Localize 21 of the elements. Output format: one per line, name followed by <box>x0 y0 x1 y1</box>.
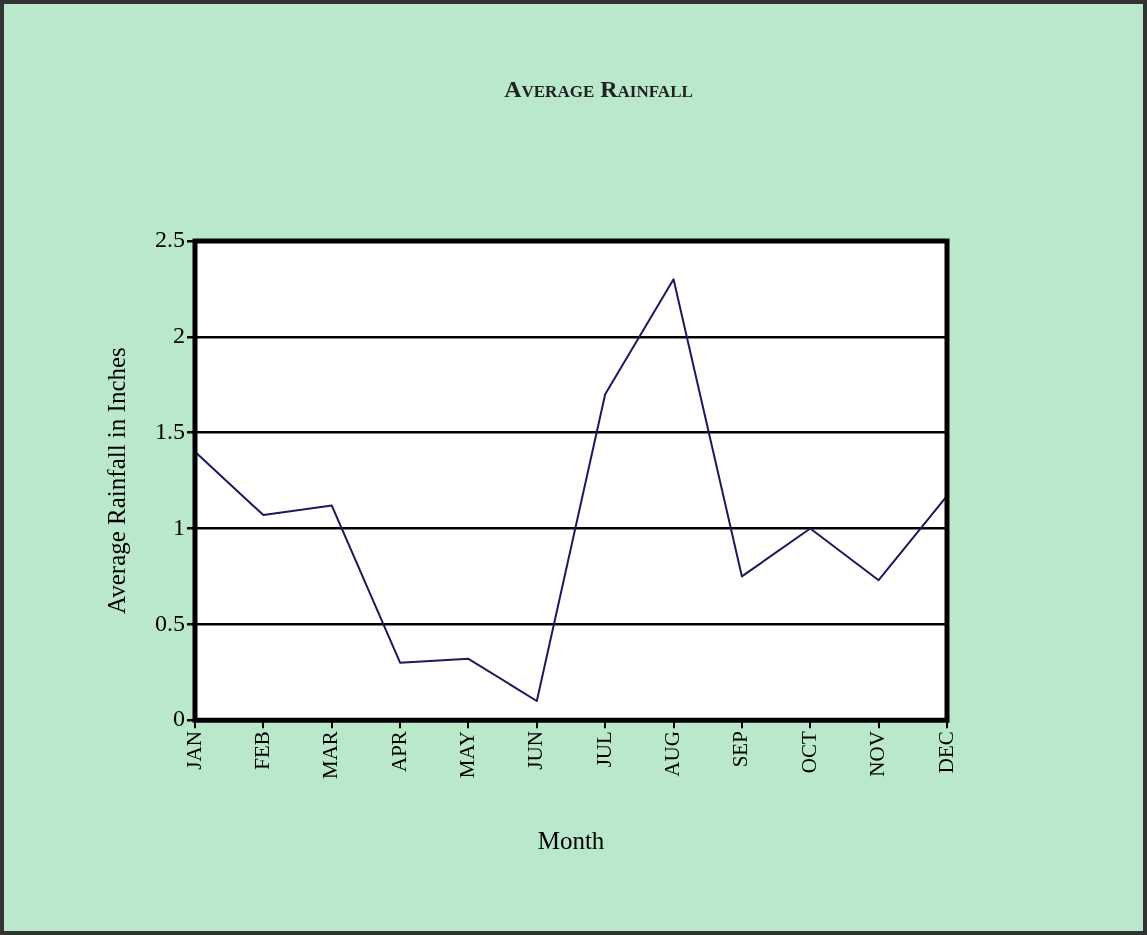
x-tick-label: NOV <box>865 731 890 777</box>
x-tick-label: JUL <box>591 731 616 768</box>
x-tick-label: APR <box>386 731 411 773</box>
x-tick-label: JUN <box>523 731 548 770</box>
x-axis-title: Month <box>537 826 605 854</box>
x-tick-label: MAY <box>454 731 479 779</box>
x-tick-label: SEP <box>728 731 753 768</box>
y-tick-label: 2 <box>173 322 185 349</box>
x-tick-label: JAN <box>181 731 206 770</box>
x-tick-label: AUG <box>660 731 685 777</box>
x-tick-label: MAR <box>318 731 343 780</box>
y-tick-label: 1 <box>173 513 185 540</box>
y-tick-label: 0.5 <box>155 609 185 636</box>
y-tick-label: 0 <box>173 705 185 732</box>
x-tick-label: FEB <box>249 731 274 770</box>
y-axis-title: Average Rainfall in Inches <box>102 347 130 614</box>
y-tick-label: 1.5 <box>155 417 185 444</box>
x-tick-label: OCT <box>796 730 821 774</box>
chart-title: Average Rainfall <box>503 76 694 103</box>
y-tick-label: 2.5 <box>155 226 185 253</box>
x-tick-label: DEC <box>933 731 958 774</box>
